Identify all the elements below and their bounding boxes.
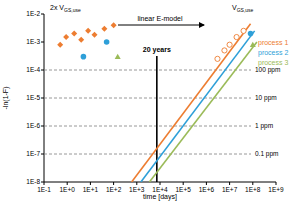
x-tick-label: 1E+2: [106, 186, 122, 193]
x-tick: [206, 182, 207, 185]
y-tick-label: 1E-6: [26, 122, 40, 129]
y-tick: [41, 126, 44, 127]
reference-line: [44, 154, 251, 155]
y-tick: [41, 42, 44, 43]
point: [227, 42, 232, 47]
plot-data: [57, 22, 257, 182]
x-tick: [113, 182, 114, 185]
y-tick-label: 1E-7: [26, 150, 40, 157]
y-tick-label: 1E-2: [26, 10, 40, 17]
y-tick-label: 1E-4: [26, 66, 40, 73]
legend-entry: process 2: [258, 49, 288, 57]
point: [104, 39, 110, 45]
x-tick-label: 1E+3: [129, 186, 145, 193]
reference-label: 100 ppm: [255, 66, 280, 74]
point: [250, 42, 256, 47]
x-tick-label: 1E+7: [222, 186, 238, 193]
y-tick-label: 1E-3: [26, 38, 40, 45]
y-tick: [41, 98, 44, 99]
x-tick-label: 1E+9: [268, 186, 284, 193]
x-tick-label: 1E-1: [37, 186, 51, 193]
annotation: linear E-model: [137, 15, 183, 22]
vertical-line-label: 20 years: [143, 46, 171, 54]
annotation-text: linear E-model: [137, 15, 183, 22]
y-tick: [41, 154, 44, 155]
legend-entry: process 1: [258, 39, 288, 47]
x-axis-label: time [days]: [143, 193, 177, 201]
fit-line: [141, 31, 255, 182]
y-axis-label: -ln(1-F): [2, 87, 10, 110]
point: [215, 56, 220, 61]
annotation: 2x VGS,use: [50, 4, 81, 13]
y-tick: [41, 14, 44, 15]
x-tick-label: 1E+0: [60, 186, 76, 193]
x-tick-label: 1E+5: [176, 186, 192, 193]
point: [85, 28, 91, 34]
x-tick: [67, 182, 68, 185]
vertical-line: [156, 56, 158, 182]
reference-label: 10 ppm: [255, 94, 277, 102]
reference-label: 1 ppm: [255, 122, 273, 130]
x-tick: [90, 182, 91, 185]
fit-line: [149, 42, 256, 182]
point: [234, 34, 239, 39]
x-tick: [276, 182, 277, 185]
y-tick-label: 1E-8: [26, 178, 40, 185]
point: [57, 42, 63, 48]
x-tick-label: 1E+6: [199, 186, 215, 193]
legend-entry: process 3: [258, 59, 288, 67]
x-tick-label: 1E+8: [245, 186, 261, 193]
x-tick: [136, 182, 137, 185]
y-tick: [41, 70, 44, 71]
x-tick: [160, 182, 161, 185]
arrow: [118, 25, 204, 26]
x-tick-label: 1E+4: [152, 186, 168, 193]
annotation-subscript: GS,use: [64, 7, 81, 13]
point: [78, 37, 84, 43]
x-tick: [252, 182, 253, 185]
reference-line: [44, 98, 251, 99]
fit-line: [132, 24, 251, 182]
reference-line: [44, 70, 251, 71]
chart: 1E-1 1E+0 1E+1 1E+2 1E+3 1E+4 1E+5 1E+6 1E+7 1E+8…: [0, 0, 300, 202]
x-tick-label: 1E+1: [83, 186, 99, 193]
point: [248, 31, 254, 37]
point: [81, 54, 87, 60]
annotation-subscript: GS,use: [237, 7, 254, 13]
point: [115, 54, 121, 59]
reference-line: [44, 126, 251, 127]
reference-label: 0.1 ppm: [255, 150, 279, 158]
point: [91, 32, 97, 38]
x-tick: [229, 182, 230, 185]
point: [222, 48, 227, 53]
point: [241, 28, 246, 33]
point: [63, 34, 69, 40]
annotation-text: 2x V: [50, 4, 64, 11]
point: [111, 22, 117, 28]
x-tick: [183, 182, 184, 185]
annotation: VGS,use: [232, 4, 254, 13]
point: [101, 26, 107, 32]
y-tick: [41, 182, 44, 183]
point: [71, 31, 77, 37]
y-tick-label: 1E-5: [26, 94, 40, 101]
